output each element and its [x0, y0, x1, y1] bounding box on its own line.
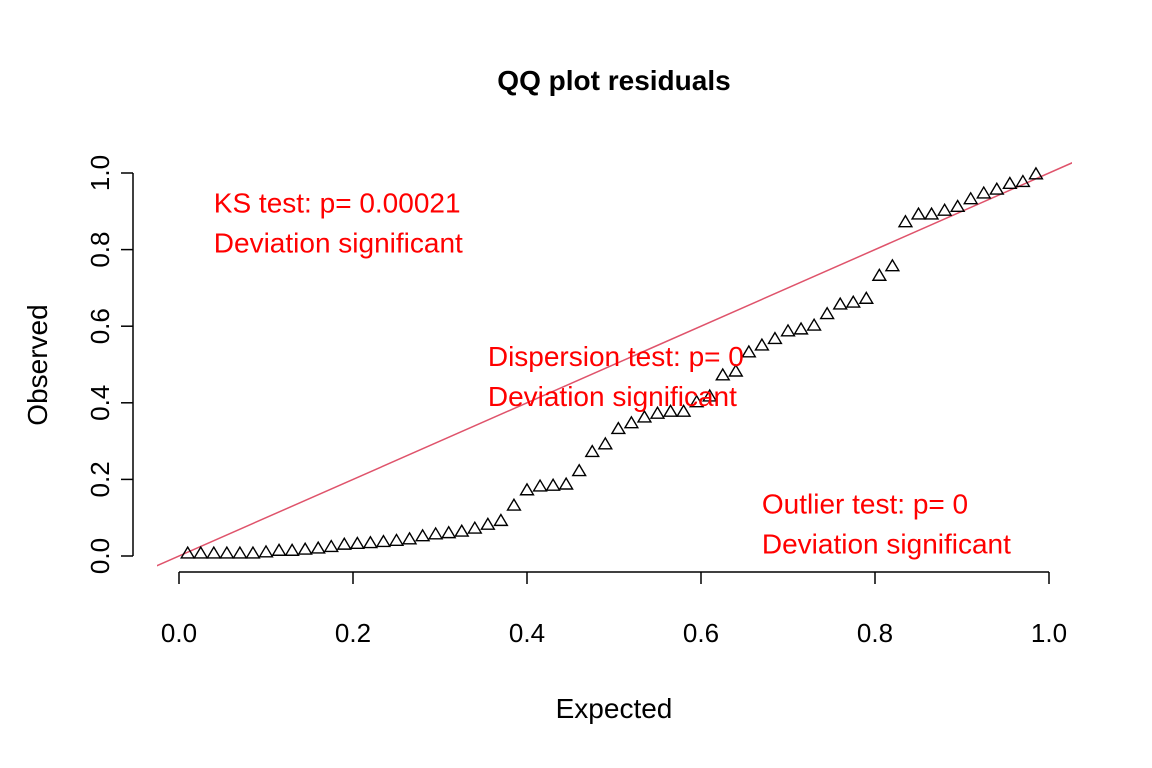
data-point: [806, 317, 822, 331]
data-point: [702, 388, 718, 402]
x-tick-label: 0.0: [161, 618, 197, 648]
data-point: [728, 363, 744, 377]
data-point: [989, 181, 1005, 195]
data-point: [245, 545, 261, 559]
data-point: [923, 206, 940, 220]
data-point: [388, 533, 405, 546]
data-point: [271, 543, 287, 556]
data-point: [362, 535, 379, 549]
data-point: [532, 478, 548, 492]
data-point: [910, 206, 927, 220]
data-point: [310, 540, 326, 554]
data-point: [584, 444, 600, 458]
data-point: [180, 545, 196, 559]
data-point: [884, 258, 901, 272]
y-tick-label: 0.6: [85, 308, 115, 344]
data-point: [1002, 176, 1018, 190]
data-point: [649, 405, 666, 419]
y-tick-label: 1.0: [85, 155, 115, 191]
annotation-text: Deviation significant: [762, 528, 1011, 559]
data-point: [858, 291, 874, 304]
annotation-text: Deviation significant: [214, 228, 463, 259]
x-tick-label: 0.2: [335, 618, 371, 648]
y-tick-label: 0.4: [85, 385, 115, 421]
data-point: [688, 394, 705, 408]
data-point: [297, 541, 313, 555]
annotation-text: Dispersion test: p= 0: [488, 341, 744, 372]
data-point: [767, 331, 783, 345]
chart-title: QQ plot residuals: [497, 65, 730, 96]
data-point: [675, 404, 692, 417]
data-point: [636, 409, 653, 423]
data-point: [741, 344, 757, 358]
annotation-text: Deviation significant: [488, 381, 737, 412]
axes: 0.0 0.2 0.4 0.6 0.8 1.0 0.0 0.2 0.4 0.6 0.8 1.0: [85, 155, 1067, 648]
data-point: [284, 543, 300, 556]
x-tick-label: 1.0: [1031, 618, 1067, 648]
data-point: [375, 534, 392, 548]
data-point: [545, 477, 561, 491]
data-point: [519, 482, 535, 496]
annotation-text: KS test: p= 0.00021: [214, 188, 461, 219]
data-point: [623, 415, 640, 429]
data-point: [480, 516, 496, 530]
data-point: [1028, 166, 1044, 180]
data-point: [949, 199, 966, 213]
data-point: [401, 531, 418, 545]
data-point: [493, 513, 509, 527]
data-point: [976, 185, 992, 199]
data-point: [349, 536, 366, 550]
data-point: [193, 545, 209, 559]
data-point: [610, 421, 627, 435]
data-point: [414, 528, 431, 542]
data-point: [819, 306, 835, 320]
data-point: [1015, 174, 1031, 188]
data-point: [597, 436, 613, 450]
data-point: [427, 526, 444, 540]
data-point: [258, 544, 274, 558]
data-point: [219, 545, 235, 559]
y-tick-label: 0.8: [85, 232, 115, 268]
x-tick-label: 0.4: [509, 618, 545, 648]
data-point: [506, 497, 522, 511]
data-point: [454, 523, 470, 537]
y-axis-label: Observed: [22, 304, 53, 425]
data-point: [780, 323, 796, 337]
data-point: [793, 321, 809, 335]
data-point: [832, 296, 848, 310]
data-point: [323, 539, 339, 553]
data-point: [206, 545, 222, 559]
data-point: [936, 202, 953, 216]
y-tick-label: 0.0: [85, 538, 115, 574]
data-point: [232, 545, 248, 559]
data-point: [467, 520, 483, 534]
data-point: [441, 525, 457, 539]
data-point: [754, 337, 770, 351]
y-tick-label: 0.2: [85, 461, 115, 497]
data-point: [715, 367, 731, 381]
data-points: [180, 166, 1044, 559]
x-axis-label: Expected: [556, 693, 673, 724]
annotation-text: Outlier test: p= 0: [762, 488, 968, 519]
data-point: [845, 294, 861, 308]
data-point: [336, 536, 352, 550]
data-point: [897, 214, 914, 228]
x-tick-label: 0.6: [683, 618, 719, 648]
annotations: KS test: p= 0.00021 Deviation significant…: [214, 188, 1011, 560]
data-point: [662, 404, 679, 417]
data-point: [871, 268, 888, 281]
data-point: [571, 463, 587, 477]
data-point: [558, 476, 574, 490]
data-point: [963, 191, 979, 205]
x-tick-label: 0.8: [857, 618, 893, 648]
